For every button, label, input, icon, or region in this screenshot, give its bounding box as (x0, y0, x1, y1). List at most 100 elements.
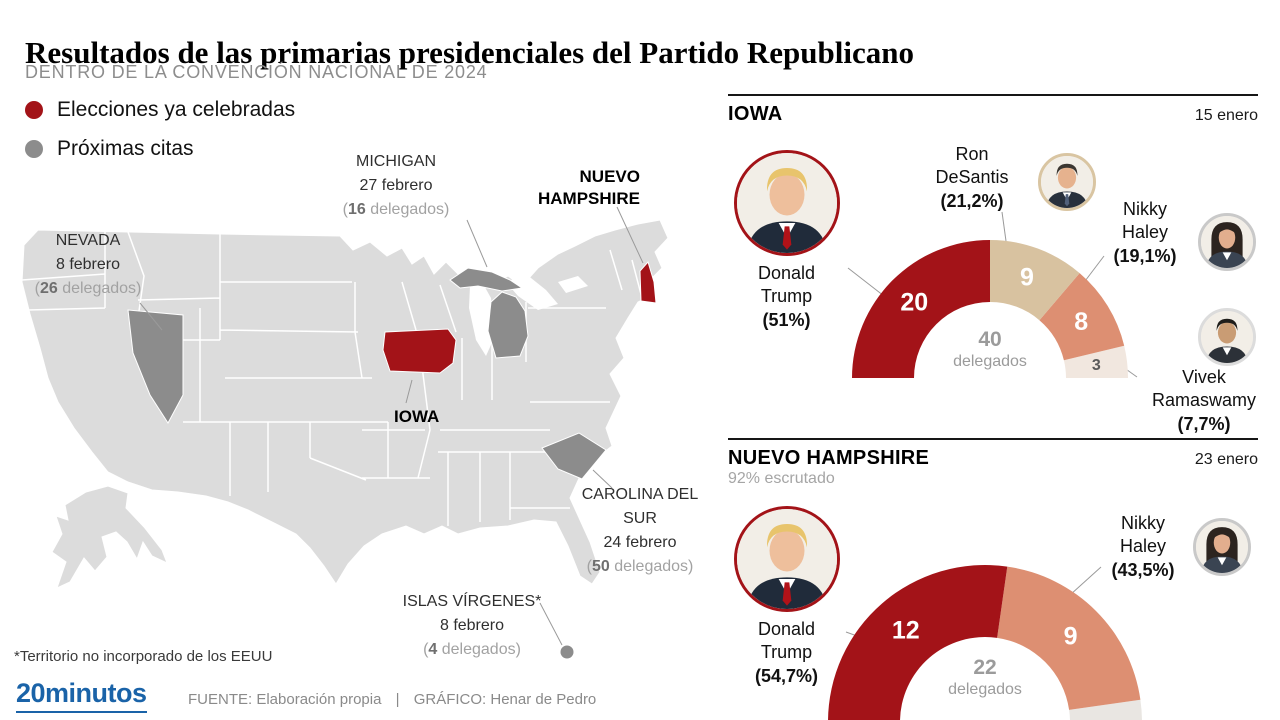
paren: ( (423, 641, 429, 658)
iowa-vivek-label: Vivek Ramaswamy (7,7%) (1148, 366, 1260, 436)
us-map (21, 219, 669, 589)
iowa-haley-label: Nikky Haley (19,1%) (1109, 198, 1181, 268)
iowa-section-header: IOWA 15 enero (728, 94, 1258, 126)
delegates-number: 16 (347, 201, 366, 218)
segment-value-label: 3 (1092, 357, 1101, 374)
nikky-haley-photo (1198, 213, 1256, 271)
iowa-trump-label: Donald Trump (51%) (744, 262, 829, 332)
ron-desantis-photo (1038, 153, 1096, 211)
segment-value-label: 9 (1020, 264, 1034, 292)
state-name: CAROLINA DEL SUR (581, 486, 699, 527)
nh-escrutado-note: 92% escrutado (728, 470, 835, 487)
nh-trump-label: Donald Trump (54,7%) (744, 618, 829, 688)
chart-center-value: 40 (978, 328, 1001, 351)
state-date: 24 febrero (603, 534, 677, 551)
state-date: 8 febrero (439, 617, 505, 634)
segment-value-label: 20 (900, 288, 928, 316)
map-footnote: *Territorio no incorporado de los EEUU (14, 648, 273, 665)
candidate-percent: (54,7%) (754, 665, 819, 686)
chart-center-value: 22 (973, 656, 996, 679)
donald-trump-photo (734, 506, 840, 612)
state-name: MICHIGAN (356, 153, 436, 170)
state-delegates: (4 delegados) (392, 638, 552, 662)
iowa-desantis-label: Ron DeSantis (21,2%) (928, 143, 1016, 213)
chart-segment (990, 240, 1080, 321)
state-michigan (449, 267, 529, 359)
chart-center-label: delegados (953, 353, 1027, 370)
source-label: FUENTE: (188, 691, 253, 708)
state-name: ISLAS VÍRGENES* (402, 593, 542, 610)
state-carolina-del-sur (541, 432, 607, 480)
held-dot-icon (25, 101, 43, 119)
chart-segment (1063, 345, 1128, 378)
candidate-percent: (19,1%) (1113, 245, 1177, 266)
section-date: 15 enero (1194, 107, 1258, 124)
delegates-number: 4 (428, 641, 438, 658)
upcoming-dot-icon (25, 140, 43, 158)
candidate-percent: (51%) (762, 309, 811, 330)
section-date: 23 enero (1194, 451, 1258, 468)
source-value: Elaboración propia (256, 691, 382, 708)
legend-item-held: Elecciones ya celebradas (25, 98, 295, 122)
candidate-percent: (7,7%) (1177, 413, 1231, 434)
legend-item-upcoming: Próximas citas (25, 137, 194, 161)
nuevo-hampshire-label: NUEVO HAMPSHIRE (537, 167, 640, 209)
paren: ( (586, 558, 592, 575)
islas-virgenes-label: ISLAS VÍRGENES* 8 febrero (4 delegados) (392, 590, 552, 662)
chart-segment (852, 240, 990, 378)
iowa-half-donut-chart: 40 delegados 20 9 8 3 (852, 240, 1128, 378)
state-iowa (382, 328, 457, 374)
state-date: 8 febrero (55, 256, 121, 273)
candidate-name: Vivek Ramaswamy (1151, 367, 1257, 411)
credit-label: GRÁFICO: (413, 691, 487, 708)
chart-segment (997, 566, 1141, 710)
legend-upcoming-label: Próximas citas (57, 137, 194, 160)
credit-value: Henar de Pedro (490, 691, 597, 708)
state-name: NEVADA (55, 232, 121, 249)
delegates-word: delegados) (609, 558, 694, 575)
nh-haley-label: Nikky Haley (43,5%) (1107, 512, 1179, 582)
paren: ( (342, 201, 348, 218)
nevada-label: NEVADA 8 febrero (26 delegados) (13, 229, 163, 301)
chart-segment (1069, 699, 1142, 720)
state-nevada (127, 309, 184, 424)
nh-half-donut-chart: 22 delegados 12 9 (828, 565, 1142, 720)
candidate-name: Donald Trump (757, 263, 816, 307)
carolina-del-sur-label: CAROLINA DEL SUR 24 febrero (50 delegado… (574, 483, 706, 579)
vivek-ramaswamy-photo (1198, 308, 1256, 366)
candidate-name: Nikky Haley (1121, 199, 1169, 243)
nikky-haley-photo (1193, 518, 1251, 576)
separator: | (395, 691, 400, 708)
delegates-word: delegados) (437, 641, 521, 658)
delegates-word: delegados) (57, 280, 142, 297)
delegates-number: 50 (591, 558, 610, 575)
state-date: 27 febrero (359, 177, 433, 194)
candidate-name: Ron DeSantis (935, 144, 1009, 188)
delegates-word: delegados) (365, 201, 450, 218)
state-nuevo-hampshire (639, 260, 657, 304)
nh-section-header: NUEVO HAMPSHIRE 23 enero (728, 438, 1258, 470)
paren: ( (34, 280, 40, 297)
state-delegates: (16 delegados) (331, 198, 461, 222)
candidate-percent: (43,5%) (1111, 559, 1175, 580)
segment-value-label: 9 (1064, 622, 1078, 650)
state-delegates: (26 delegados) (13, 277, 163, 301)
delegates-number: 26 (39, 280, 58, 297)
chart-center-label: delegados (948, 681, 1022, 698)
source-credit: FUENTE: Elaboración propia | GRÁFICO: He… (188, 691, 596, 708)
great-lakes (469, 274, 588, 356)
candidate-name: Nikky Haley (1119, 513, 1167, 557)
michigan-label: MICHIGAN 27 febrero (16 delegados) (331, 150, 461, 222)
section-title: NUEVO HAMPSHIRE (728, 447, 930, 469)
donald-trump-photo (734, 150, 840, 256)
page-title: Resultados de las primarias presidencial… (25, 34, 914, 70)
20minutos-logo: 20minutos (16, 678, 147, 713)
alaska-shape (51, 485, 168, 589)
section-title: IOWA (728, 103, 783, 125)
segment-value-label: 8 (1074, 308, 1088, 336)
candidate-percent: (21,2%) (940, 190, 1004, 211)
state-delegates: (50 delegados) (574, 555, 706, 579)
iowa-label: IOWA (394, 407, 440, 426)
segment-value-label: 12 (892, 617, 920, 645)
candidate-name: Donald Trump (757, 619, 816, 663)
